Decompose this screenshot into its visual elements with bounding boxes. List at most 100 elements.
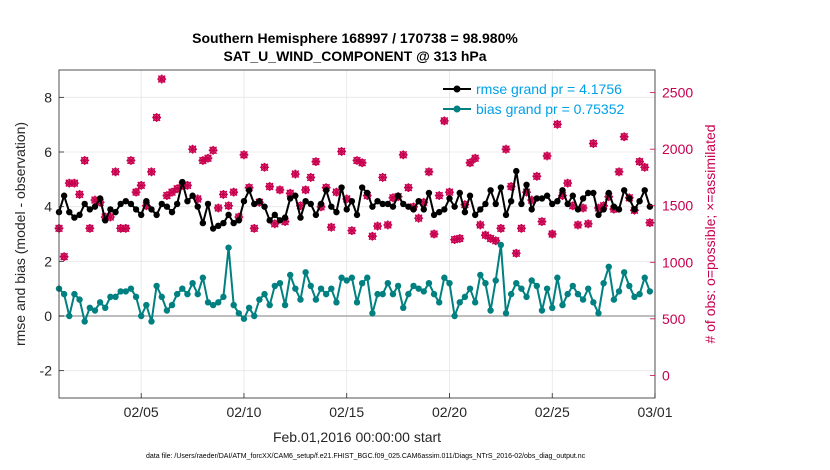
bias-marker — [620, 269, 628, 276]
bias-marker — [528, 277, 535, 284]
rmse-marker — [66, 208, 73, 216]
plot-area — [59, 70, 655, 398]
rmse-marker — [312, 211, 320, 219]
bias-marker — [153, 282, 160, 290]
obs-assimilated-marker — [439, 116, 449, 126]
bias-marker — [148, 318, 155, 325]
rmse-marker — [497, 184, 505, 191]
bias-marker — [538, 307, 546, 314]
obs-assimilated-marker — [260, 162, 269, 172]
bias-marker — [245, 304, 253, 311]
bias-marker — [394, 282, 402, 290]
bias-marker — [384, 280, 392, 287]
rmse-marker — [641, 187, 648, 194]
obs-assimilated-marker — [475, 220, 485, 230]
y2-tick-label: 1000 — [662, 254, 693, 270]
bias-marker — [610, 296, 618, 303]
rmse-marker — [502, 211, 510, 219]
rmse-marker — [615, 206, 623, 213]
rmse-marker — [148, 206, 155, 213]
rmse-marker — [240, 198, 248, 205]
rmse-marker — [574, 206, 582, 213]
rmse-marker — [287, 195, 294, 202]
rmse-marker — [204, 200, 212, 208]
rmse-marker — [179, 178, 186, 186]
obs-assimilated-marker — [373, 221, 382, 231]
rmse-marker — [533, 195, 541, 202]
obs-assimilated-marker — [311, 157, 321, 167]
rmse-marker — [112, 208, 119, 216]
y-tick-label: 0 — [44, 308, 52, 324]
legend-bias-label: bias grand pr = 0.75352 — [476, 101, 624, 117]
bias-marker — [420, 288, 427, 295]
rmse-marker — [400, 200, 407, 208]
y-axis-ticks: -2 0 2 4 6 8 — [40, 89, 64, 379]
obs-assimilated-marker — [147, 167, 156, 177]
rmse-marker — [127, 200, 135, 208]
rmse-marker — [168, 208, 176, 216]
rmse-marker — [569, 192, 576, 199]
bias-marker — [579, 296, 587, 303]
bias-marker — [86, 304, 94, 311]
bias-marker — [549, 304, 556, 311]
bias-marker — [358, 280, 366, 287]
rmse-marker — [225, 211, 232, 219]
obs-assimilated-marker — [249, 223, 259, 233]
rmse-marker — [261, 203, 268, 210]
y-tick-label: 4 — [44, 199, 52, 215]
obs-assimilated-marker — [90, 195, 100, 205]
obs-assimilated-marker — [455, 234, 465, 243]
obs-assimilated-marker — [275, 185, 285, 195]
obs-assimilated-marker — [285, 188, 295, 198]
obs-assimilated-marker — [511, 248, 521, 258]
rmse-marker — [579, 195, 587, 202]
bias-marker — [507, 290, 515, 298]
bias-marker — [240, 315, 248, 322]
bias-marker — [158, 293, 165, 301]
rmse-marker — [163, 203, 171, 210]
rmse-marker — [138, 211, 145, 219]
bias-marker — [461, 293, 469, 301]
data-file-footnote: data file: /Users/raeder/DAI/ATM_forcXX/… — [146, 453, 586, 460]
bias-marker — [215, 299, 222, 306]
obs-assimilated-marker — [301, 185, 311, 195]
rmse-marker — [338, 184, 345, 191]
rmse-marker — [307, 200, 314, 208]
rmse-marker — [343, 206, 350, 213]
bias-marker — [353, 299, 361, 306]
bias-marker — [574, 290, 582, 298]
bias-marker — [559, 301, 566, 309]
bias-marker — [102, 304, 109, 311]
bias-marker — [271, 282, 278, 290]
rmse-marker — [194, 203, 201, 210]
obs-assimilated-marker — [419, 197, 429, 207]
obs-assimilated-marker — [64, 178, 74, 188]
bias-marker — [230, 301, 237, 309]
bias-marker — [636, 290, 643, 298]
obs-assimilated-marker — [501, 144, 511, 154]
bias-marker — [595, 310, 602, 317]
obs-assimilated-marker — [208, 145, 218, 155]
obs-assimilated-marker — [157, 74, 167, 84]
rmse-marker — [528, 206, 535, 213]
rmse-marker — [389, 203, 397, 210]
rmse-marker — [266, 217, 273, 224]
rmse-marker — [374, 198, 381, 205]
obs-assimilated-marker — [537, 217, 547, 226]
obs-assimilated-marker — [332, 187, 341, 197]
obs-assimilated-marker — [640, 162, 650, 172]
obs-assimilated-marker — [306, 173, 316, 182]
rmse-marker — [564, 200, 571, 208]
obs-assimilated-marker — [80, 156, 90, 165]
obs-assimilated-marker — [573, 220, 583, 230]
rmse-marker — [153, 211, 160, 219]
rmse-marker — [425, 189, 433, 197]
bias-marker — [518, 285, 525, 292]
bias-marker — [585, 285, 592, 292]
bias-marker — [590, 299, 597, 306]
obs-assimilated-marker — [162, 191, 172, 200]
obs-assimilated-marker — [424, 167, 434, 177]
obs-assimilated-marker — [486, 234, 495, 243]
x-tick-label: 02/15 — [329, 404, 364, 420]
rmse-marker — [60, 192, 68, 199]
